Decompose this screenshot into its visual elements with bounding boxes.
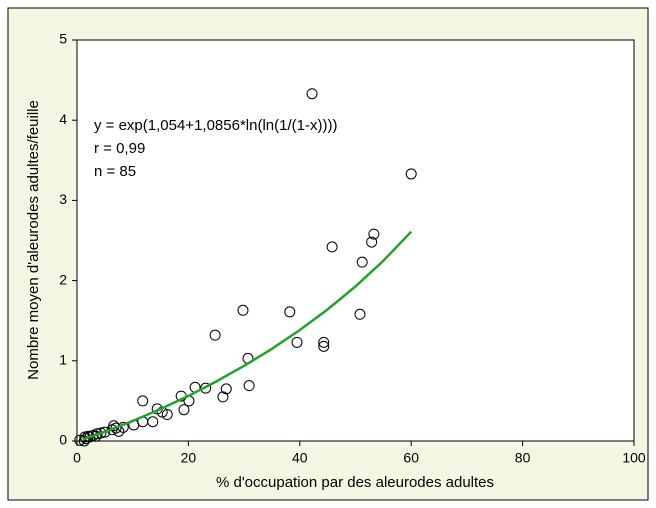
- annotation: n = 85: [94, 163, 136, 180]
- point: [178, 404, 190, 416]
- annotation: y = exp(1,054+1,0856*ln(ln(1/(1-x)))): [94, 117, 337, 134]
- point: [306, 88, 318, 100]
- y-tick-label: 0: [59, 432, 67, 448]
- point: [368, 228, 380, 240]
- x-tick-label: 20: [181, 450, 197, 466]
- point: [237, 304, 249, 316]
- point: [74, 434, 86, 446]
- y-tick-label: 4: [59, 111, 67, 127]
- point: [291, 336, 303, 348]
- point: [137, 395, 149, 407]
- point: [284, 306, 296, 318]
- point: [405, 168, 417, 180]
- point: [243, 380, 255, 392]
- y-tick-label: 1: [59, 352, 67, 368]
- point: [99, 426, 111, 438]
- point: [209, 329, 221, 341]
- y-tick-label: 3: [59, 191, 67, 207]
- x-tick-label: 40: [292, 450, 308, 466]
- point: [217, 391, 229, 403]
- point: [200, 382, 212, 394]
- y-tick-label: 2: [59, 271, 67, 287]
- fit-curve: [82, 230, 413, 441]
- x-tick-label: 100: [622, 450, 646, 466]
- point: [78, 435, 90, 447]
- point: [366, 236, 378, 248]
- y-tick-label: 5: [59, 31, 67, 47]
- x-axis-label: % d'occupation par des aleurodes adultes: [216, 474, 494, 491]
- x-tick-label: 0: [73, 450, 81, 466]
- y-axis-label: Nombre moyen d'aleurodes adultes/feuille: [25, 100, 42, 380]
- point: [161, 409, 173, 421]
- x-tick-label: 80: [515, 450, 531, 466]
- point: [318, 340, 330, 352]
- point: [318, 336, 330, 348]
- point: [84, 431, 96, 443]
- point: [326, 241, 338, 253]
- point: [354, 308, 366, 320]
- point: [356, 256, 368, 268]
- annotation: r = 0,99: [94, 140, 145, 157]
- plot-area: [76, 39, 635, 442]
- x-tick-label: 60: [403, 450, 419, 466]
